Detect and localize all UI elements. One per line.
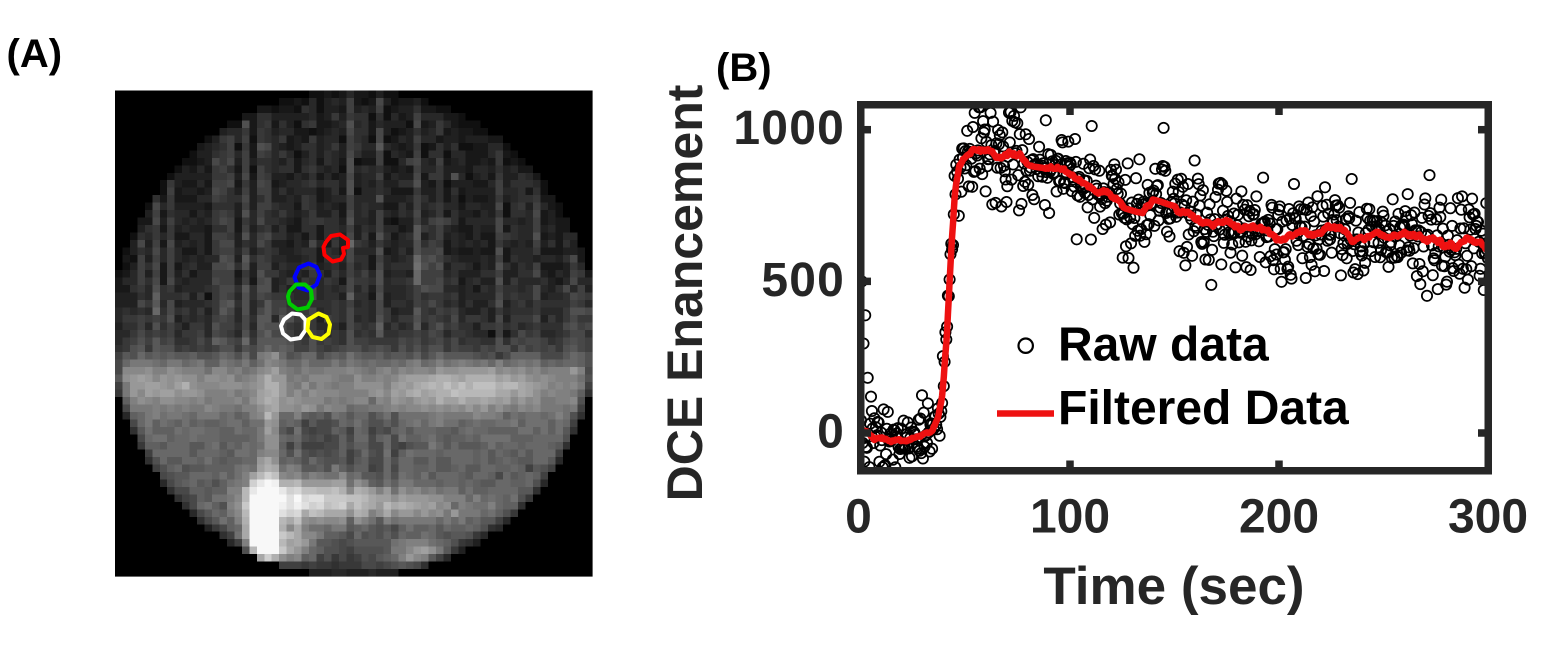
svg-text:1000: 1000 [733, 102, 845, 155]
svg-text:500: 500 [761, 254, 845, 307]
svg-text:0: 0 [817, 406, 845, 459]
svg-text:0: 0 [845, 491, 872, 544]
svg-text:Time (sec): Time (sec) [1043, 557, 1304, 616]
svg-text:(B): (B) [716, 46, 772, 90]
svg-text:100: 100 [1030, 491, 1110, 544]
svg-text:300: 300 [1448, 491, 1528, 544]
svg-text:DCE Enancement: DCE Enancement [657, 84, 713, 501]
svg-text:Filtered Data: Filtered Data [1058, 382, 1349, 435]
svg-text:(A): (A) [7, 32, 63, 76]
svg-text:Raw data: Raw data [1058, 319, 1269, 372]
svg-text:200: 200 [1239, 491, 1319, 544]
